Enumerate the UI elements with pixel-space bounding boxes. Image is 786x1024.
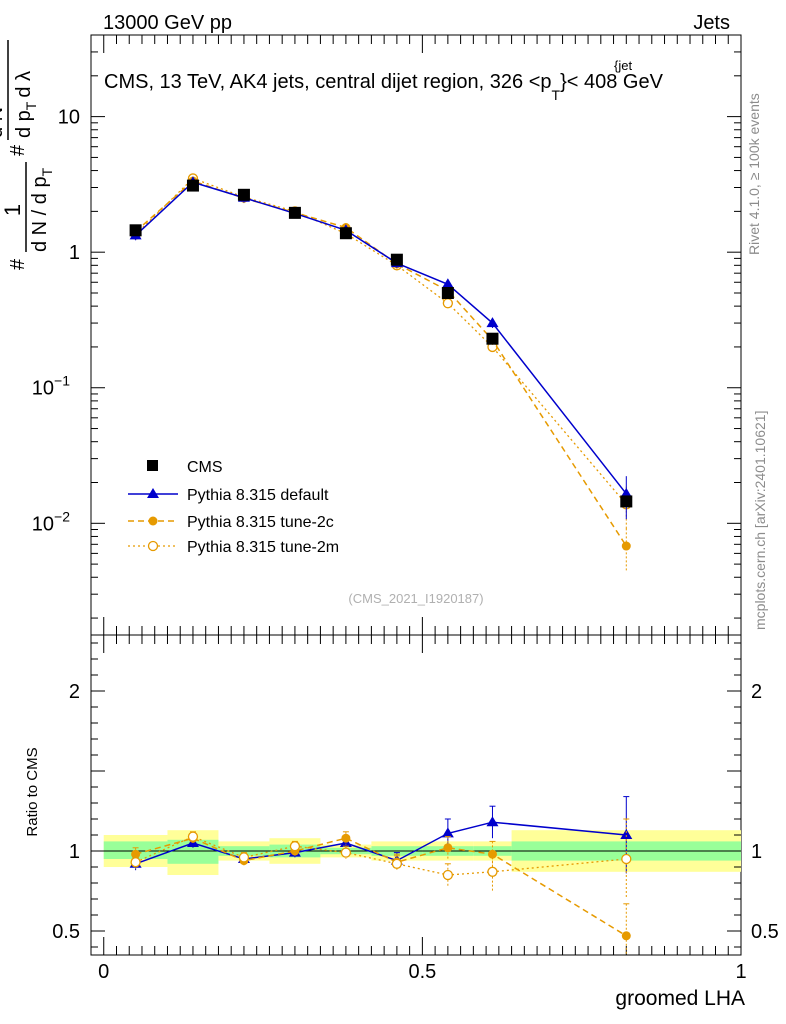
legend: CMS Pythia 8.315 default Pythia 8.315 tu… (128, 459, 339, 556)
ratio-point-tune2m (391, 858, 403, 869)
main-point-cms (441, 286, 454, 299)
ratio-y-tick-label-right: 1 (751, 841, 762, 863)
ylabel-hash-right: # (7, 144, 29, 156)
main-line-default (135, 181, 627, 495)
legend-label-cms: CMS (187, 459, 223, 476)
main-point-tune2m (442, 298, 454, 309)
ylabel-hash-left: # (7, 258, 29, 270)
x-tick-label: 1 (735, 961, 746, 983)
main-point-cms (186, 179, 199, 192)
x-tick-label: 0.5 (408, 961, 436, 983)
ratio-point-tune2m (487, 866, 498, 877)
legend-marker-cms (147, 460, 158, 471)
rivet-version-label: Rivet 4.1.0, ≥ 100k events (746, 93, 762, 255)
ratio-point-tune2m (442, 869, 454, 881)
legend-marker-tune2c (148, 516, 158, 526)
ratio-point-tune2c (621, 931, 631, 941)
x-tick-label: 0 (98, 961, 109, 983)
ylabel-frac-right-num: d N2 (0, 107, 7, 138)
legend-label-tune2m: Pythia 8.315 tune-2m (187, 539, 339, 556)
ratio-point-default (486, 816, 499, 827)
ratio-y-tick-label-right: 0.5 (751, 921, 779, 943)
ratio-y-tick-label-right: 2 (751, 681, 762, 703)
ratio-point-tune2m (238, 852, 250, 863)
ratio-point-tune2c (131, 849, 141, 859)
ratio-y-tick-label: 1 (69, 841, 80, 863)
mcplots-label: mcplots.cern.ch [arXiv:2401.10621] (752, 411, 768, 630)
main-point-cms (288, 206, 301, 219)
main-point-cms (129, 224, 142, 237)
main-y-tick-label: 10−1 (32, 373, 70, 400)
ratio-point-tune2m (340, 847, 352, 858)
main-point-default (486, 317, 499, 328)
ylabel-frac-left-num: 1 (0, 204, 25, 216)
main-y-tick-label: 10 (58, 107, 80, 129)
ratio-point-tune2m (621, 853, 632, 865)
main-line-tune2m (135, 177, 627, 505)
ratio-panel-frame (90, 634, 742, 956)
main-y-tick-label: 1 (69, 242, 80, 264)
legend-label-tune2c: Pythia 8.315 tune-2c (187, 514, 334, 531)
main-y-axis-label: # 1 d N / d pT # d N2 d pTd λ (0, 40, 55, 270)
ratio-point-tune2c (443, 843, 453, 853)
ratio-y-tick-label: 0.5 (52, 921, 80, 943)
ratio-point-tune2m (289, 841, 301, 852)
analysis-watermark: (CMS_2021_I1920187) (348, 591, 483, 606)
ratio-point-default (441, 827, 454, 838)
chart-title: CMS, 13 TeV, AK4 jets, central dijet reg… (104, 71, 664, 103)
legend-label-default: Pythia 8.315 default (187, 487, 329, 504)
ratio-point-tune2m (187, 831, 199, 842)
main-point-tune2c (621, 541, 631, 551)
ylabel-frac-left-den: d N / d pT (29, 167, 55, 252)
main-point-cms (620, 495, 633, 508)
header-left: 13000 GeV pp (103, 12, 232, 34)
main-point-cms (486, 332, 499, 345)
main-point-default (620, 487, 633, 498)
main-point-cms (390, 253, 403, 266)
main-point-default (441, 278, 454, 289)
data-series (129, 173, 633, 955)
legend-marker-tune2m (147, 540, 159, 552)
ratio-y-tick-label: 2 (69, 681, 80, 703)
main-point-cms (339, 227, 352, 240)
legend-marker-default (147, 488, 159, 498)
header-right: Jets (693, 12, 730, 34)
main-point-cms (237, 188, 250, 201)
chart-title-superscript: {jet (614, 58, 632, 73)
ratio-point-tune2m (130, 857, 141, 868)
ratio-point-tune2c (341, 833, 351, 843)
main-y-tick-label: 10−2 (32, 508, 70, 535)
ratio-y-axis-label: Ratio to CMS (24, 747, 41, 836)
ratio-point-default (620, 829, 633, 839)
x-axis-label: groomed LHA (615, 987, 745, 1010)
ylabel-frac-right-den: d pTd λ (13, 71, 39, 138)
